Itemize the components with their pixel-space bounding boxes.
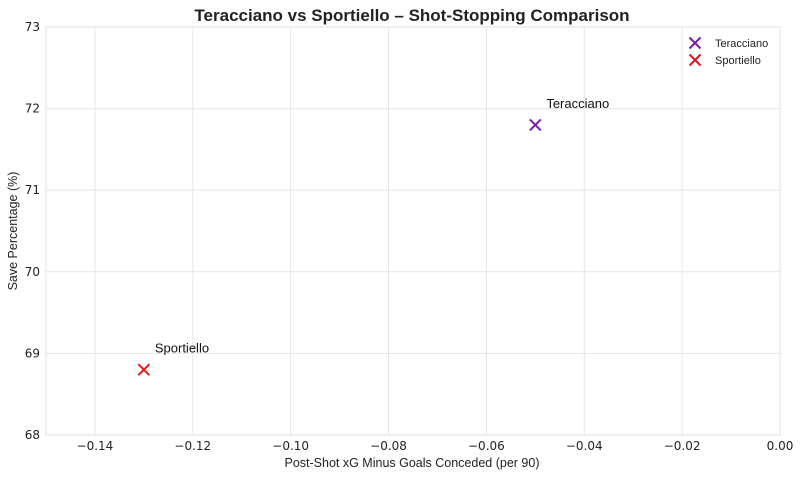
x-tick-label: −0.06 bbox=[468, 439, 505, 453]
x-tick-label: −0.14 bbox=[77, 439, 114, 453]
legend-label: Teracciano bbox=[715, 38, 768, 50]
data-points: Teracciano Sportiello bbox=[137, 96, 609, 376]
x-tick-label: −0.08 bbox=[370, 439, 407, 453]
x-tick-label: −0.02 bbox=[664, 439, 701, 453]
y-tick-label: 71 bbox=[25, 183, 40, 197]
plot-area bbox=[45, 26, 781, 436]
y-axis-label: Save Percentage (%) bbox=[6, 172, 20, 291]
x-tick-label: −0.10 bbox=[272, 439, 309, 453]
legend-label: Sportiello bbox=[715, 55, 761, 67]
point-annotation: Sportiello bbox=[155, 341, 209, 356]
data-point-sportiello bbox=[137, 363, 151, 376]
x-axis-ticks: −0.14 −0.12 −0.10 −0.08 −0.06 −0.04 −0.02 0.00 bbox=[77, 439, 794, 453]
x-tick-label: 0.00 bbox=[767, 439, 794, 453]
chart-title: Teracciano vs Sportiello – Shot-Stopping… bbox=[194, 6, 629, 25]
legend-marker bbox=[688, 36, 702, 50]
y-tick-label: 69 bbox=[25, 346, 40, 360]
x-tick-label: −0.12 bbox=[174, 439, 211, 453]
y-tick-label: 68 bbox=[25, 428, 40, 442]
x-tick-label: −0.04 bbox=[566, 439, 603, 453]
legend-marker bbox=[688, 53, 702, 67]
y-axis-ticks: 68 69 70 71 72 73 bbox=[25, 20, 40, 442]
legend: Teracciano Sportiello bbox=[688, 36, 768, 67]
y-tick-label: 70 bbox=[25, 265, 40, 279]
y-tick-label: 72 bbox=[25, 102, 40, 116]
point-annotation: Teracciano bbox=[546, 96, 609, 111]
data-point-teracciano bbox=[529, 118, 542, 132]
grid bbox=[46, 26, 781, 436]
y-tick-label: 73 bbox=[25, 20, 40, 34]
x-axis-label: Post-Shot xG Minus Goals Conceded (per 9… bbox=[285, 456, 540, 470]
